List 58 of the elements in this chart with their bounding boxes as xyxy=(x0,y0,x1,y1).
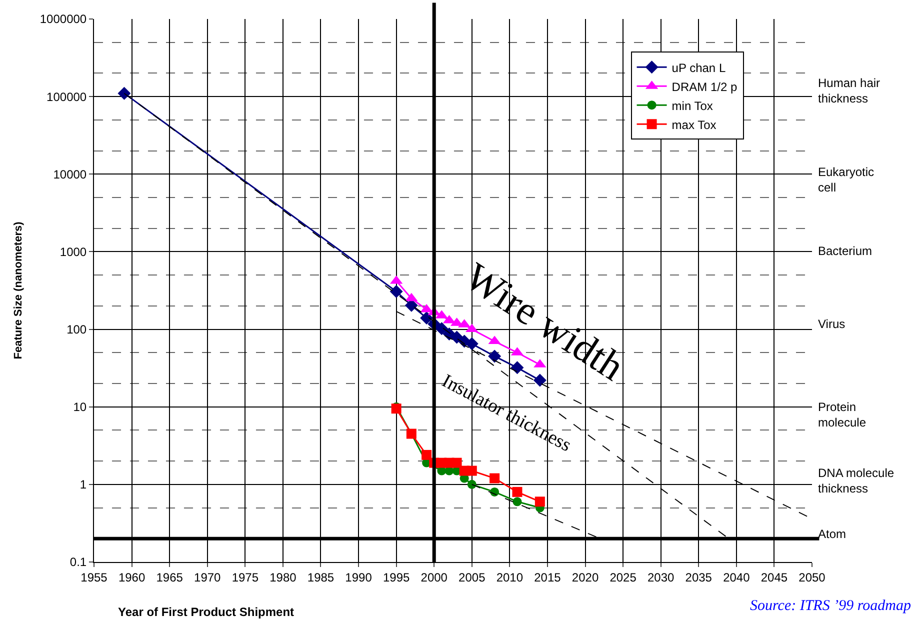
x-tick-label: 1955 xyxy=(80,570,108,584)
point xyxy=(510,361,524,374)
y-tick-label: 10 xyxy=(73,400,87,414)
legend-label: DRAM 1/2 p xyxy=(672,80,738,94)
x-tick-label: 2010 xyxy=(496,570,524,584)
x-tick-label: 2030 xyxy=(647,570,675,584)
point xyxy=(118,86,131,100)
y-tick-label: 100 xyxy=(66,322,87,336)
point xyxy=(490,473,500,484)
x-tick-label: 2005 xyxy=(458,570,486,584)
x-tick-label: 1970 xyxy=(194,570,222,584)
point xyxy=(390,285,403,298)
x-tick-label: 2050 xyxy=(798,570,826,584)
x-tick-label: 2040 xyxy=(723,570,750,584)
x-axis-title: Year of First Product Shipment xyxy=(118,605,294,619)
x-tick-label: 1960 xyxy=(118,570,146,584)
text: Eukaryotic cell xyxy=(818,165,874,195)
x-tick-label: 2020 xyxy=(572,570,599,584)
x-tick-label: 2045 xyxy=(760,570,788,584)
point xyxy=(466,466,477,476)
y-tick-label: 1 xyxy=(80,478,87,492)
legend-label: max Tox xyxy=(672,118,716,132)
point xyxy=(512,497,522,506)
point xyxy=(534,496,545,507)
text: Virus xyxy=(818,317,846,331)
x-tick-label: 1980 xyxy=(270,570,297,584)
y-tick-label: 1000000 xyxy=(40,12,87,26)
point xyxy=(422,450,432,460)
point xyxy=(391,404,402,414)
source-note: Source: ITRS ’99 roadmap xyxy=(750,598,912,614)
x-tick-label: 1975 xyxy=(232,570,259,584)
x-tick-label: 1965 xyxy=(156,570,184,584)
point xyxy=(488,350,502,363)
y-tick-label: 10000 xyxy=(53,167,87,182)
x-tick-label: 2000 xyxy=(420,570,448,584)
point xyxy=(465,337,478,350)
text: DNA molecule thickness xyxy=(818,466,894,496)
y-tick-label: 0.1 xyxy=(70,555,87,570)
text: Bacterium xyxy=(818,244,872,258)
text: Atom xyxy=(818,527,846,541)
text: Human hair thickness xyxy=(818,76,880,106)
x-tick-label: 2035 xyxy=(685,570,712,584)
x-tick-label: 1985 xyxy=(307,570,334,584)
point xyxy=(452,458,462,468)
point xyxy=(512,486,522,497)
text: Protein molecule xyxy=(818,400,866,430)
x-tick-label: 2025 xyxy=(610,570,637,584)
y-tick-label: 100000 xyxy=(46,90,87,104)
legend-label: min Tox xyxy=(672,98,713,113)
point xyxy=(435,322,448,336)
point xyxy=(420,311,434,324)
x-tick-label: 1995 xyxy=(382,570,410,584)
x-tick-label: 2015 xyxy=(534,570,562,584)
y-tick-label: 1000 xyxy=(60,244,87,259)
point xyxy=(467,480,476,489)
legend-label: uP chan L xyxy=(672,60,726,75)
y-axis-title: Feature Size (nanometers) xyxy=(12,221,25,360)
x-tick-label: 1990 xyxy=(345,570,372,584)
